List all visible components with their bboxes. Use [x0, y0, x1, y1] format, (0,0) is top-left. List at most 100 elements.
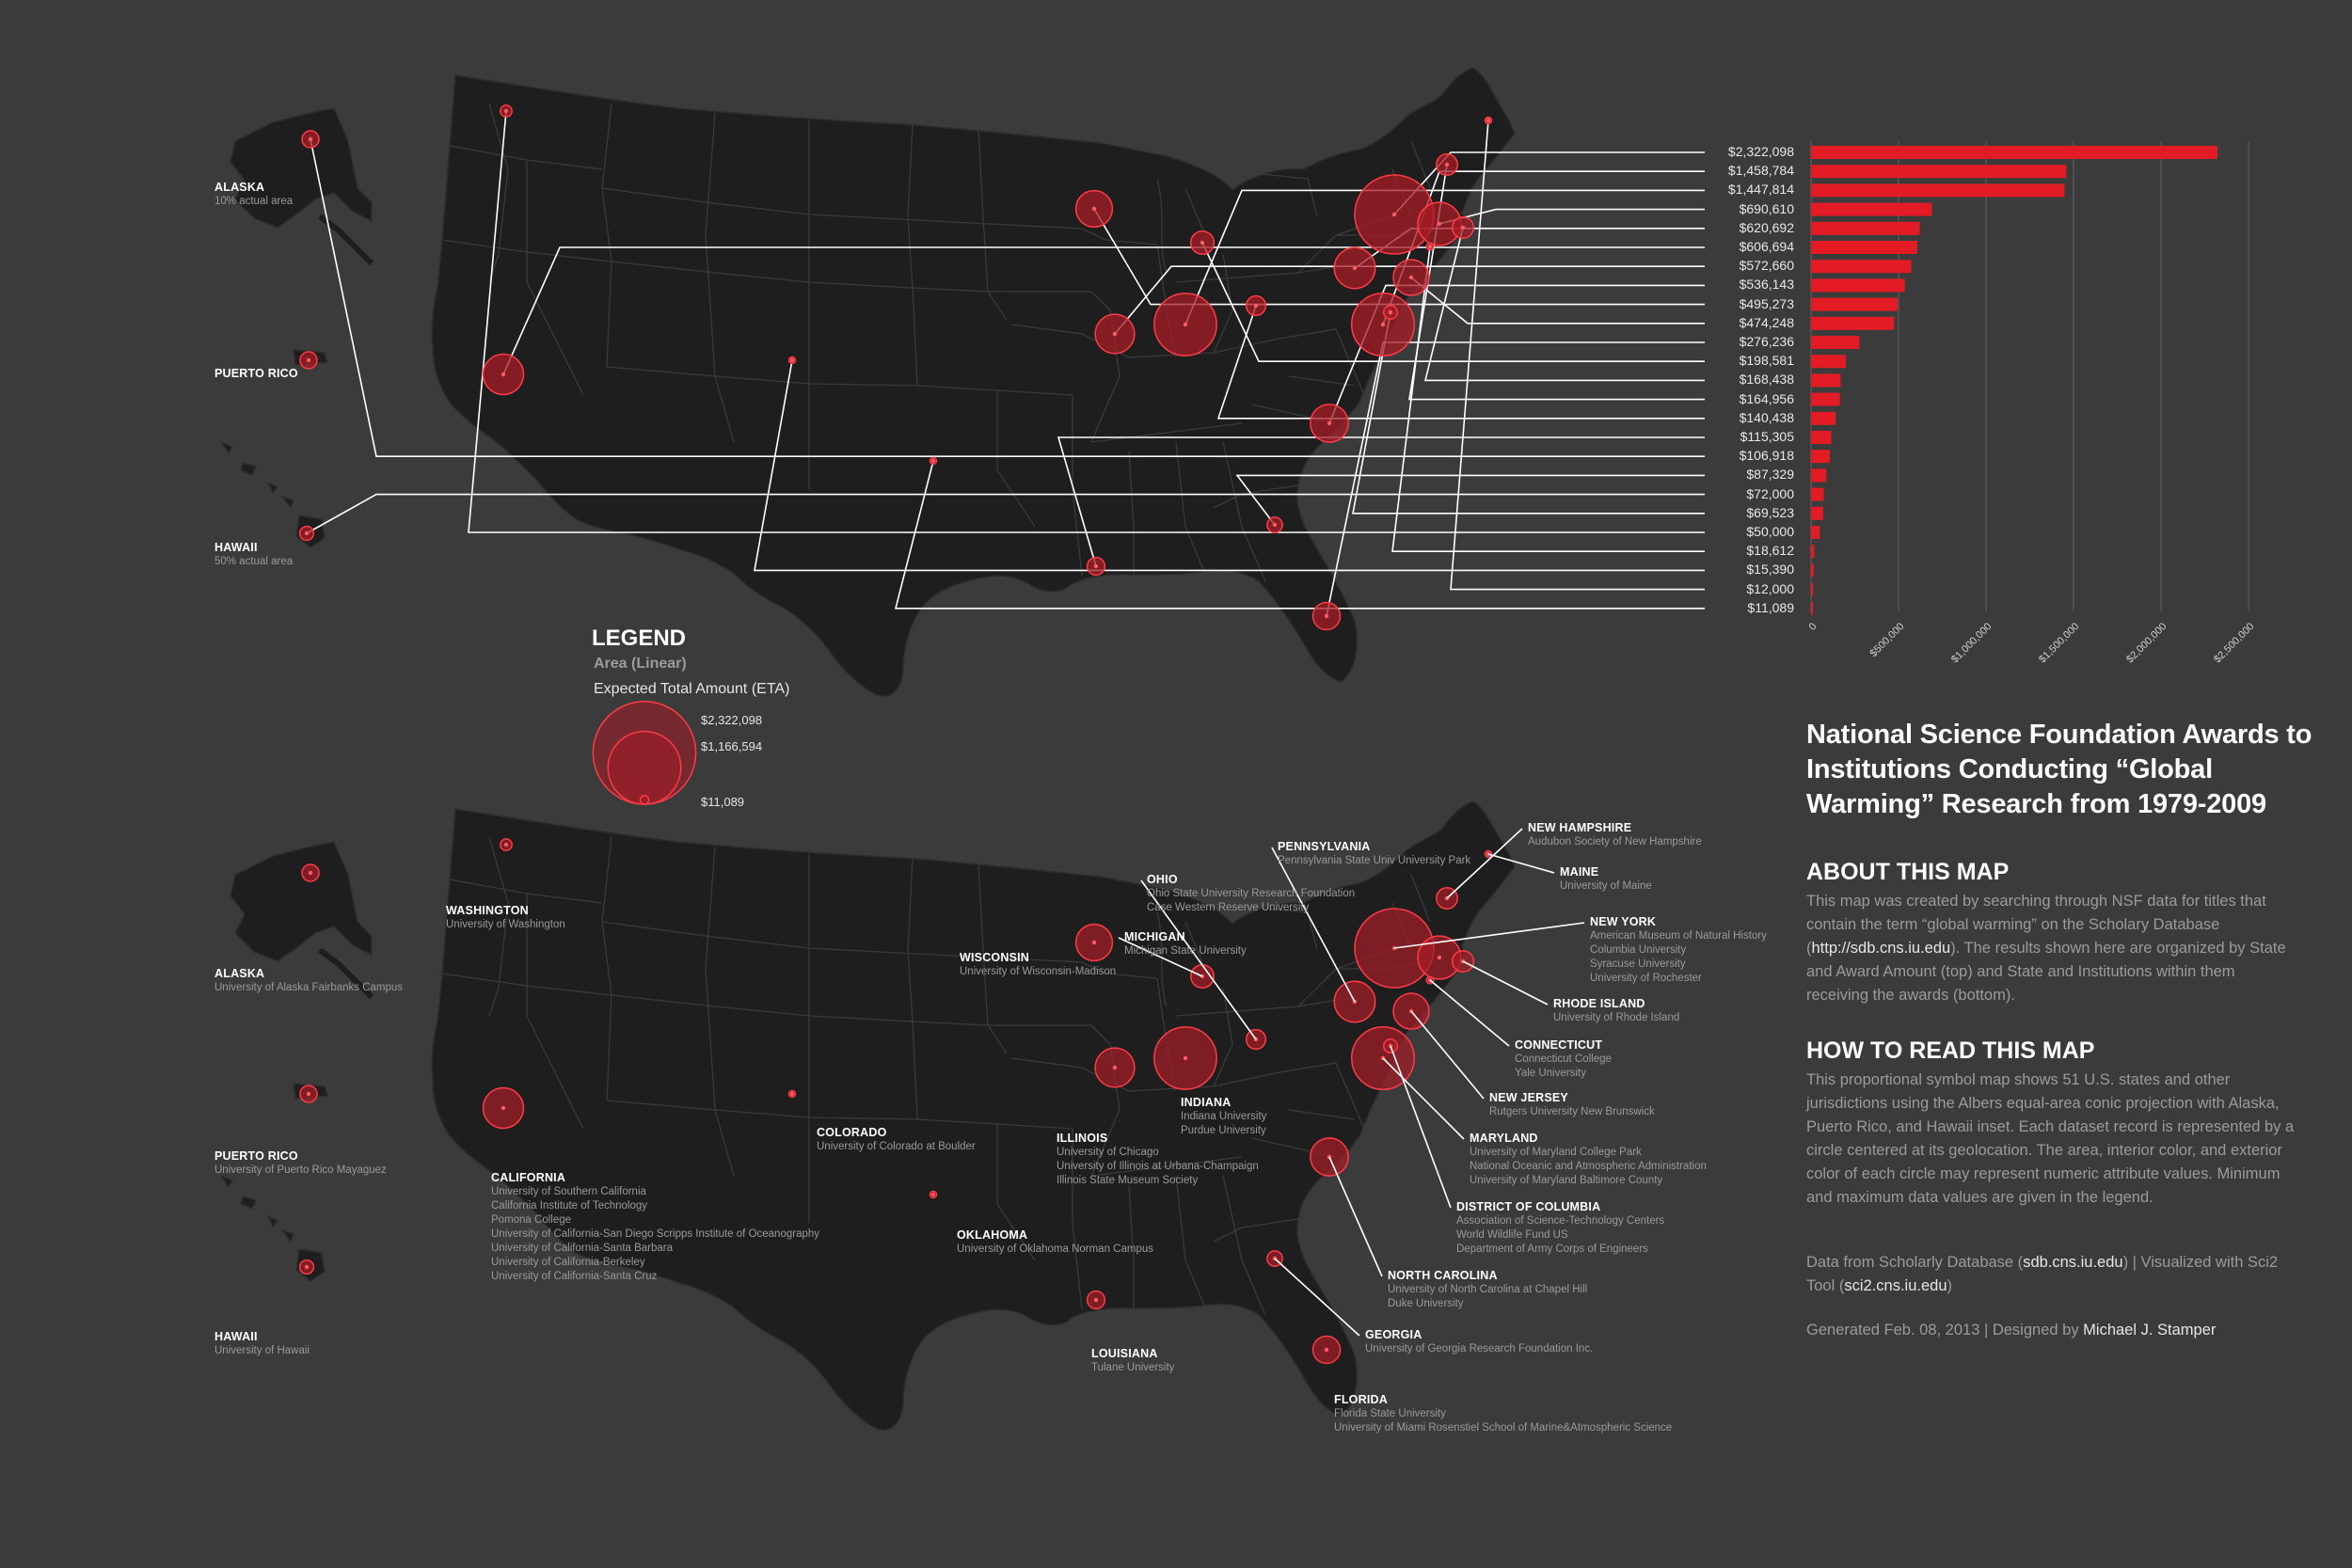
- legend-max: $2,322,098: [701, 713, 763, 727]
- bar-label: $50,000: [1746, 524, 1794, 539]
- legend-subheading: Area (Linear): [594, 656, 687, 672]
- state-name: NORTH CAROLINA: [1388, 1269, 1498, 1282]
- symbol-center: [1112, 331, 1118, 337]
- leader-lines: [306, 110, 1705, 617]
- leader-line: [1410, 1010, 1485, 1100]
- institution: Tulane University: [1091, 1362, 1175, 1373]
- bar: [1811, 563, 1814, 578]
- designer-name: Michael J. Stamper: [2083, 1322, 2217, 1338]
- bottom-leader-lines: [1118, 828, 1585, 1337]
- symbol-center: [1093, 563, 1099, 569]
- leader-line: [1352, 311, 1705, 515]
- sci2-link[interactable]: sci2.cns.iu.edu: [1844, 1277, 1947, 1294]
- bar: [1811, 487, 1824, 501]
- bar-chart-bars: [1811, 146, 2217, 615]
- symbol-center: [1091, 206, 1097, 212]
- bar: [1811, 241, 1917, 254]
- bar-label: $18,612: [1746, 543, 1794, 559]
- symbol-center: [930, 458, 936, 464]
- institution: University of Oklahoma Norman Campus: [957, 1243, 1153, 1255]
- symbol-center: [1427, 244, 1433, 249]
- state-name: CALIFORNIA: [491, 1171, 566, 1184]
- bar-label: $276,236: [1739, 334, 1794, 349]
- leader-line: [310, 138, 1705, 458]
- bar: [1811, 165, 2067, 179]
- institution: University of Washington: [446, 919, 565, 930]
- state-name: WISCONSIN: [960, 951, 1030, 964]
- leader-line: [1393, 922, 1585, 949]
- top-map: [220, 67, 1516, 697]
- state-name: DISTRICT OF COLUMBIA: [1456, 1200, 1601, 1213]
- symbol-center: [1091, 940, 1097, 945]
- state-name: NEW JERSEY: [1489, 1091, 1568, 1104]
- institution: Yale University: [1515, 1068, 1586, 1079]
- institution: University of North Carolina at Chapel H…: [1388, 1284, 1588, 1295]
- institution: University of Miami Rosenstiel School of…: [1334, 1422, 1673, 1433]
- bar: [1811, 431, 1832, 444]
- leader-line: [894, 460, 1705, 610]
- institution: National Oceanic and Atmospheric Adminis…: [1470, 1161, 1707, 1172]
- bar: [1811, 392, 1840, 406]
- state-label-new-hampshire: NEW HAMPSHIRE Audubon Society of New Hamp…: [1528, 821, 1702, 849]
- legend-circle: [639, 795, 650, 805]
- symbol-center: [1200, 240, 1205, 245]
- leader-line: [1271, 847, 1356, 1003]
- bar-label: $69,523: [1746, 504, 1794, 520]
- bar: [1811, 183, 2065, 198]
- state-label-district-of-columbia: DISTRICT OF COLUMBIA Association of Scien…: [1456, 1200, 1664, 1257]
- leader-line: [1410, 277, 1705, 325]
- state-label-puerto-rico: PUERTO RICO University of Puerto Rico May…: [215, 1149, 387, 1178]
- bar: [1811, 545, 1815, 559]
- institution: Columbia University: [1590, 944, 1687, 956]
- state-label-hawaii: HAWAII University of Hawaii: [215, 1330, 310, 1358]
- leader-line: [1201, 242, 1705, 363]
- legend-mid: $1,166,594: [701, 739, 763, 753]
- about-link[interactable]: http://sdb.cns.iu.edu: [1811, 940, 1951, 957]
- bar-label: $12,000: [1746, 580, 1794, 596]
- state-name: OKLAHOMA: [957, 1228, 1028, 1242]
- bar: [1811, 355, 1846, 369]
- institution: Duke University: [1388, 1298, 1464, 1309]
- institution: Department of Army Corps of Engineers: [1456, 1243, 1648, 1255]
- institution: University of Hawaii: [215, 1345, 310, 1356]
- institution: California Institute of Technology: [491, 1200, 647, 1212]
- bar-label: $11,089: [1747, 599, 1794, 615]
- symbol-center: [1253, 303, 1259, 309]
- leader-line: [1235, 474, 1705, 526]
- leader-line: [1382, 1057, 1465, 1140]
- institution: University of Georgia Research Foundatio…: [1365, 1343, 1594, 1354]
- symbol-center: [308, 870, 313, 876]
- sdb-link[interactable]: sdb.cns.iu.edu: [2023, 1254, 2123, 1271]
- bar-label: $1,447,814: [1727, 182, 1794, 198]
- symbol-center: [501, 372, 506, 377]
- bar-label: $572,660: [1739, 258, 1794, 274]
- legend-min: $11,089: [701, 795, 745, 809]
- institution: American Museum of Natural History: [1590, 930, 1767, 942]
- state-name: COLORADO: [817, 1126, 887, 1139]
- leader-line: [1487, 853, 1555, 874]
- symbol-center: [1380, 322, 1386, 327]
- state-label-california: CALIFORNIA University of Southern Califor…: [491, 1171, 819, 1284]
- symbol-center: [1112, 1065, 1118, 1070]
- institution: University of Maine: [1560, 880, 1652, 892]
- state-label-michigan: MICHIGAN Michigan State University: [1124, 930, 1247, 958]
- institution: University of Rochester: [1590, 973, 1702, 984]
- state-name: PUERTO RICO: [215, 1149, 298, 1163]
- institution: University of California-San Diego Scrip…: [491, 1228, 820, 1240]
- bar-label: $106,918: [1739, 448, 1794, 464]
- symbol-center: [1093, 1297, 1099, 1303]
- state-name: NEW HAMPSHIRE: [1528, 821, 1632, 834]
- state-label-maryland: MARYLAND University of Maryland College P…: [1470, 1132, 1707, 1188]
- bar-label: $198,581: [1739, 353, 1794, 369]
- state-name: HAWAII: [215, 1330, 258, 1343]
- leader-line: [1118, 937, 1203, 977]
- state-label-ohio: OHIO Ohio State University Research Found…: [1147, 873, 1355, 915]
- state-name: NEW YORK: [1590, 915, 1657, 928]
- leader-line: [1450, 119, 1705, 591]
- institution: Case Western Reserve University: [1147, 902, 1310, 913]
- symbol-center: [306, 1091, 311, 1097]
- state-name: MICHIGAN: [1124, 930, 1185, 943]
- state-name: ALASKA: [215, 967, 265, 980]
- institution: University of California-Berkeley: [491, 1257, 645, 1268]
- institution: University of California-Santa Barbara: [491, 1243, 674, 1254]
